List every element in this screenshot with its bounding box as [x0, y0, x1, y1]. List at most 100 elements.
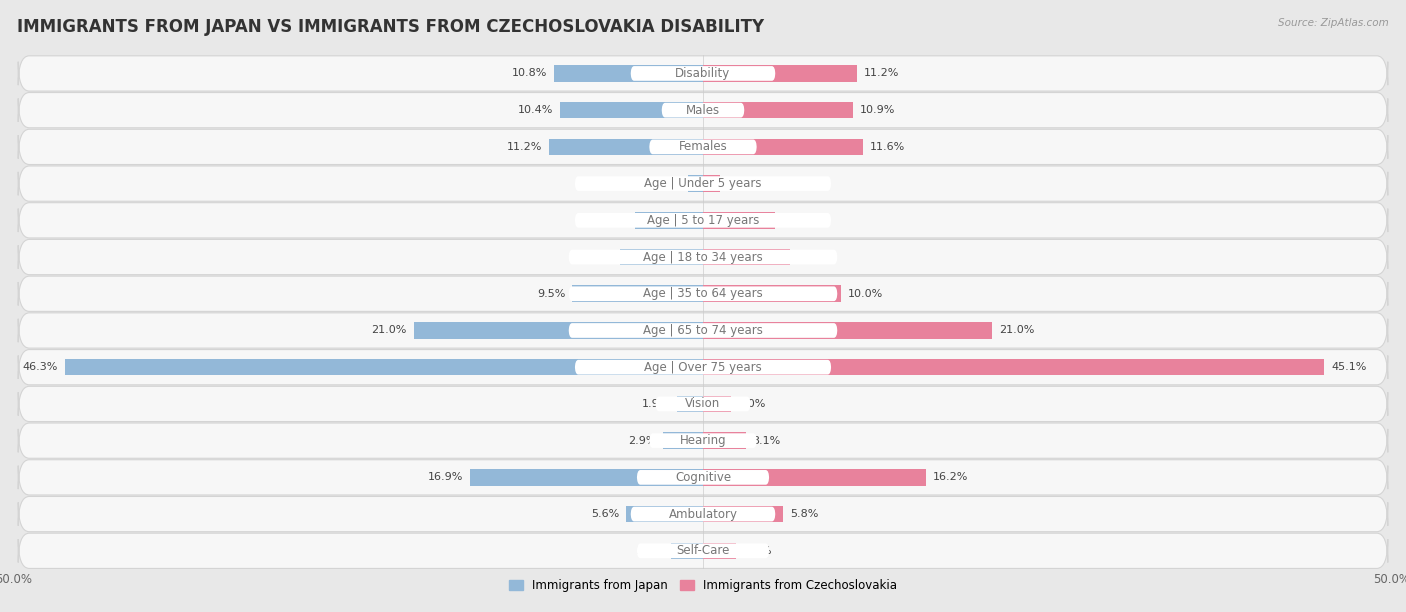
Text: 11.2%: 11.2%: [506, 142, 541, 152]
Text: Hearing: Hearing: [679, 434, 727, 447]
Bar: [703, 248, 790, 266]
Text: Age | 5 to 17 years: Age | 5 to 17 years: [647, 214, 759, 227]
FancyBboxPatch shape: [655, 397, 751, 411]
Bar: [703, 285, 841, 302]
Bar: [671, 543, 703, 559]
Text: Disability: Disability: [675, 67, 731, 80]
Bar: [560, 102, 703, 118]
Text: Age | Over 75 years: Age | Over 75 years: [644, 360, 762, 374]
FancyBboxPatch shape: [18, 423, 1388, 458]
Bar: [703, 138, 863, 155]
Bar: [554, 65, 703, 81]
Bar: [548, 138, 703, 155]
Bar: [688, 175, 703, 192]
Bar: [703, 359, 1324, 375]
Text: 2.3%: 2.3%: [636, 546, 665, 556]
FancyBboxPatch shape: [575, 360, 831, 375]
Text: 16.9%: 16.9%: [427, 472, 463, 482]
Text: Age | 18 to 34 years: Age | 18 to 34 years: [643, 250, 763, 264]
Text: 5.8%: 5.8%: [790, 509, 818, 519]
Text: IMMIGRANTS FROM JAPAN VS IMMIGRANTS FROM CZECHOSLOVAKIA DISABILITY: IMMIGRANTS FROM JAPAN VS IMMIGRANTS FROM…: [17, 18, 763, 36]
Bar: [676, 396, 703, 412]
FancyBboxPatch shape: [575, 176, 831, 191]
FancyBboxPatch shape: [631, 66, 775, 81]
Text: 6.0%: 6.0%: [585, 252, 613, 262]
Text: Females: Females: [679, 140, 727, 154]
FancyBboxPatch shape: [631, 507, 775, 521]
Text: 1.9%: 1.9%: [641, 399, 669, 409]
Bar: [703, 65, 858, 81]
FancyBboxPatch shape: [18, 460, 1388, 495]
Bar: [703, 543, 737, 559]
Text: 21.0%: 21.0%: [1000, 326, 1035, 335]
FancyBboxPatch shape: [18, 92, 1388, 128]
Text: Self-Care: Self-Care: [676, 544, 730, 558]
FancyBboxPatch shape: [662, 103, 744, 118]
Text: Vision: Vision: [685, 397, 721, 411]
Text: Age | Under 5 years: Age | Under 5 years: [644, 177, 762, 190]
Text: 45.1%: 45.1%: [1331, 362, 1367, 372]
FancyBboxPatch shape: [568, 323, 838, 338]
FancyBboxPatch shape: [18, 56, 1388, 91]
Text: 1.1%: 1.1%: [652, 179, 681, 188]
Text: 5.6%: 5.6%: [591, 509, 619, 519]
Bar: [572, 285, 703, 302]
Bar: [664, 432, 703, 449]
Bar: [703, 102, 853, 118]
Bar: [703, 212, 775, 228]
Text: Males: Males: [686, 103, 720, 117]
Text: 10.4%: 10.4%: [517, 105, 553, 115]
FancyBboxPatch shape: [637, 543, 769, 558]
Text: 2.9%: 2.9%: [627, 436, 657, 446]
FancyBboxPatch shape: [650, 433, 756, 448]
FancyBboxPatch shape: [18, 276, 1388, 312]
Bar: [703, 322, 993, 338]
Text: 11.2%: 11.2%: [865, 69, 900, 78]
FancyBboxPatch shape: [18, 386, 1388, 422]
Bar: [703, 506, 783, 523]
Text: 9.5%: 9.5%: [537, 289, 565, 299]
Text: 10.9%: 10.9%: [860, 105, 896, 115]
Text: 3.1%: 3.1%: [752, 436, 780, 446]
Text: 1.2%: 1.2%: [727, 179, 755, 188]
Text: 21.0%: 21.0%: [371, 326, 406, 335]
Text: 5.2%: 5.2%: [782, 215, 810, 225]
Bar: [703, 469, 927, 486]
Text: 4.9%: 4.9%: [600, 215, 628, 225]
Text: 2.4%: 2.4%: [742, 546, 772, 556]
Text: Age | 35 to 64 years: Age | 35 to 64 years: [643, 287, 763, 300]
Bar: [620, 248, 703, 266]
Text: 10.0%: 10.0%: [848, 289, 883, 299]
Text: Cognitive: Cognitive: [675, 471, 731, 484]
Text: Ambulatory: Ambulatory: [668, 507, 738, 521]
FancyBboxPatch shape: [18, 496, 1388, 532]
Text: 10.8%: 10.8%: [512, 69, 547, 78]
Bar: [636, 212, 703, 228]
Text: 16.2%: 16.2%: [934, 472, 969, 482]
FancyBboxPatch shape: [575, 213, 831, 228]
Bar: [703, 396, 731, 412]
FancyBboxPatch shape: [18, 349, 1388, 385]
FancyBboxPatch shape: [568, 286, 838, 301]
FancyBboxPatch shape: [18, 203, 1388, 238]
Bar: [703, 432, 745, 449]
Text: 2.0%: 2.0%: [738, 399, 766, 409]
Text: 11.6%: 11.6%: [870, 142, 905, 152]
FancyBboxPatch shape: [18, 239, 1388, 275]
Text: 6.3%: 6.3%: [797, 252, 825, 262]
Legend: Immigrants from Japan, Immigrants from Czechoslovakia: Immigrants from Japan, Immigrants from C…: [503, 574, 903, 597]
FancyBboxPatch shape: [18, 313, 1388, 348]
Text: 46.3%: 46.3%: [22, 362, 58, 372]
Bar: [413, 322, 703, 338]
FancyBboxPatch shape: [18, 129, 1388, 165]
FancyBboxPatch shape: [18, 533, 1388, 569]
Bar: [626, 506, 703, 523]
FancyBboxPatch shape: [568, 250, 838, 264]
Text: Source: ZipAtlas.com: Source: ZipAtlas.com: [1278, 18, 1389, 28]
Bar: [470, 469, 703, 486]
FancyBboxPatch shape: [637, 470, 769, 485]
Bar: [703, 175, 720, 192]
FancyBboxPatch shape: [650, 140, 756, 154]
Bar: [65, 359, 703, 375]
FancyBboxPatch shape: [18, 166, 1388, 201]
